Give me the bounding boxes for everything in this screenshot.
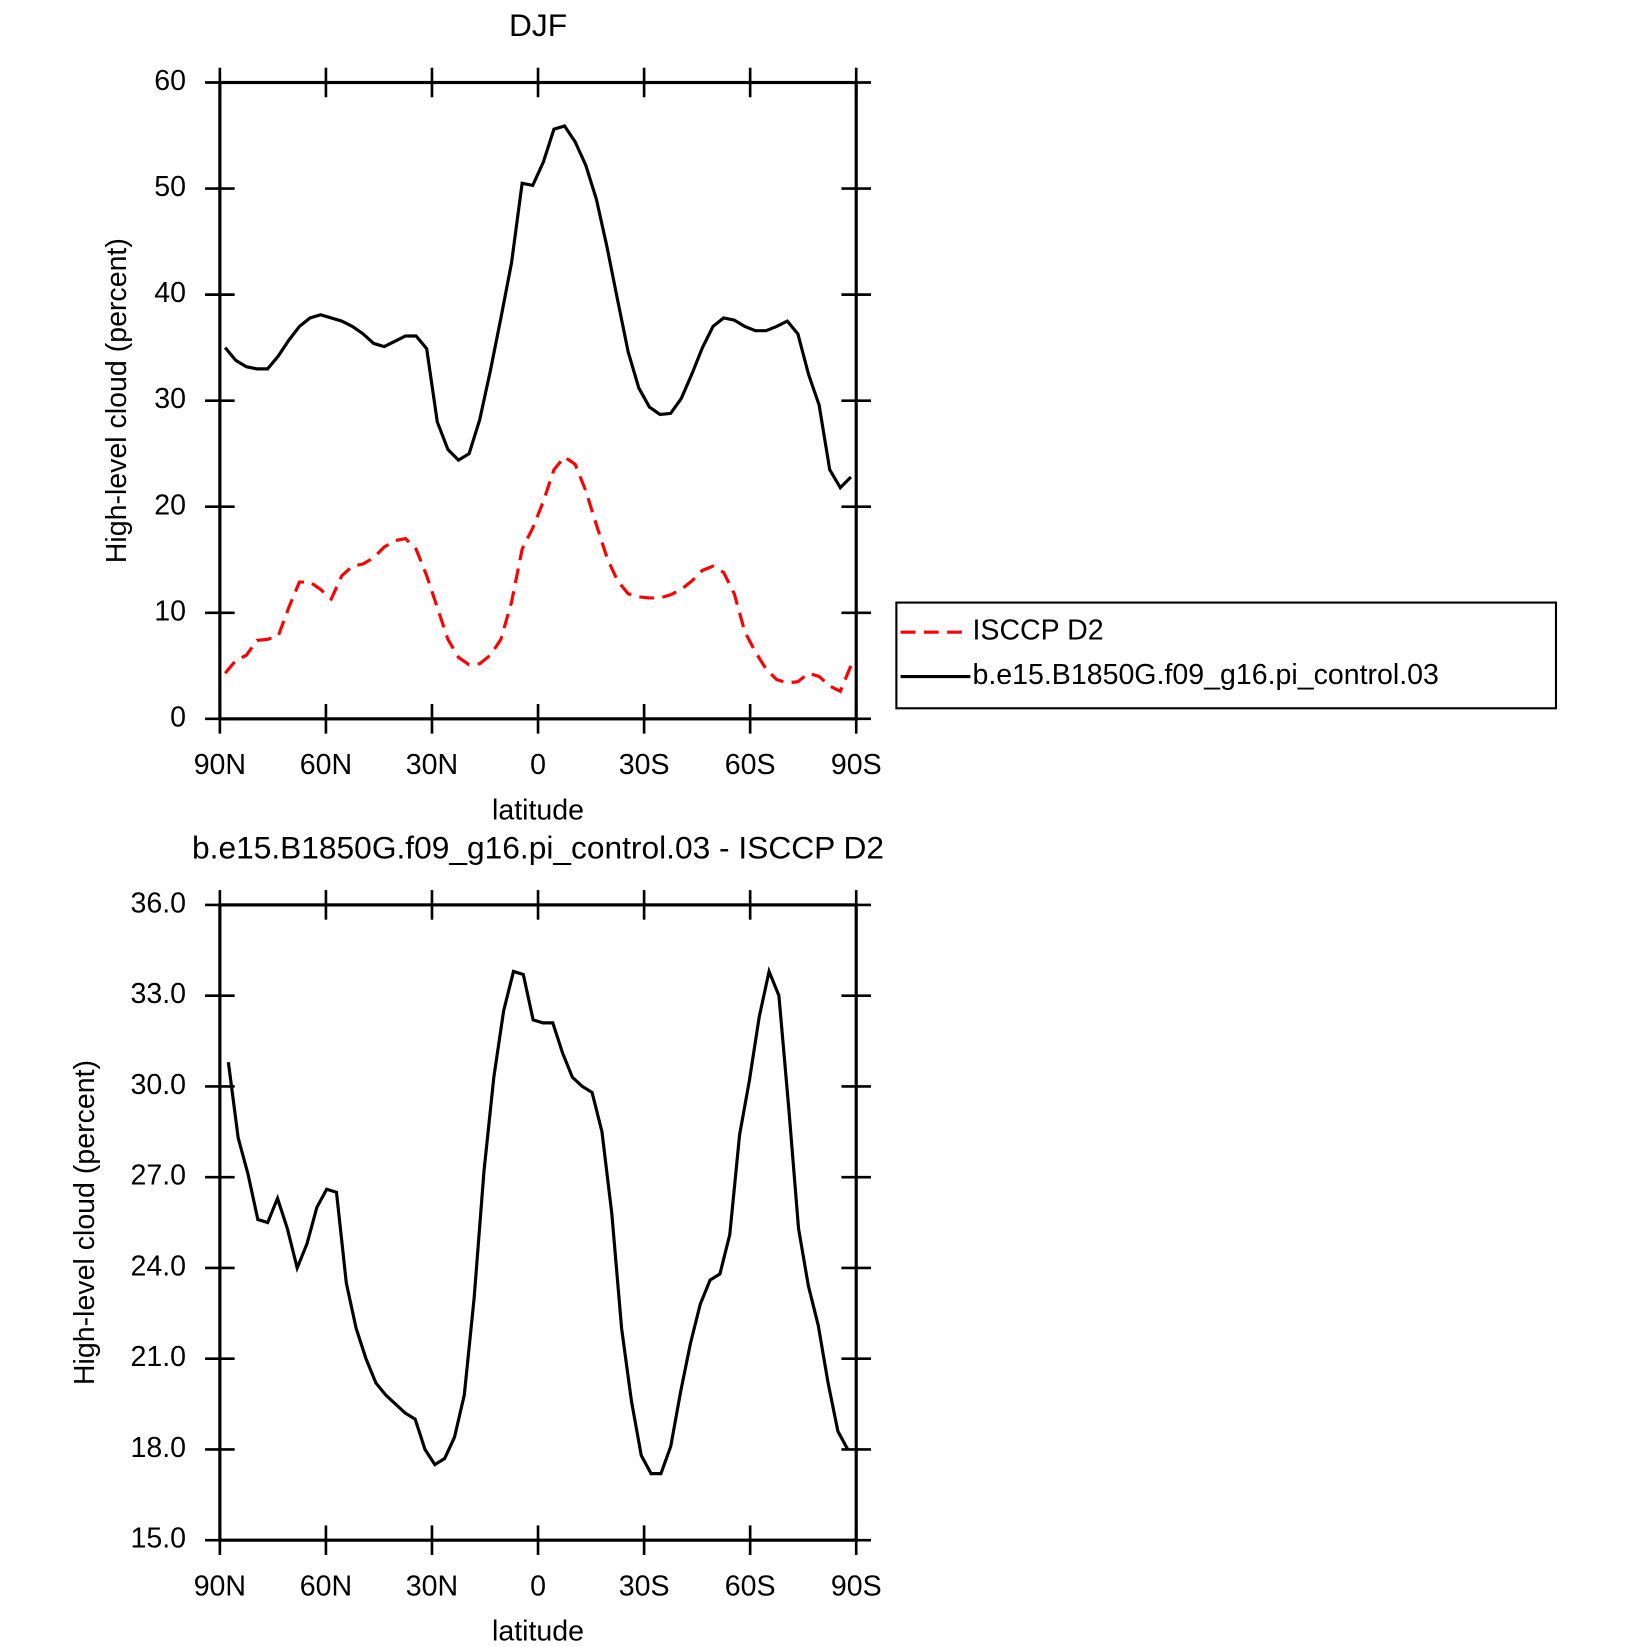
y-tick-label: 21.0 <box>131 1341 187 1373</box>
y-tick-label: 30 <box>154 383 186 415</box>
y-tick-label: 15.0 <box>131 1523 187 1555</box>
x-tick-label: 0 <box>530 1570 546 1602</box>
y-tick-label: 24.0 <box>131 1250 187 1282</box>
x-tick-label: 60N <box>300 749 352 781</box>
x-tick-label: 30S <box>619 749 670 781</box>
y-tick-label: 20 <box>154 489 186 521</box>
y-tick-label: 40 <box>154 277 186 309</box>
y-tick-label: 33.0 <box>131 978 187 1010</box>
plot-frame <box>218 903 858 1542</box>
data-line <box>226 966 850 1476</box>
x-tick-label: 60S <box>725 749 776 781</box>
y-tick-label: 10 <box>154 595 186 627</box>
data-line <box>223 454 853 694</box>
legend-box <box>895 601 1558 710</box>
x-axis-label: latitude <box>492 1616 584 1647</box>
y-tick-label: 36.0 <box>131 887 187 919</box>
x-tick-label: 30N <box>406 749 458 781</box>
x-tick-label: 60N <box>300 1570 352 1602</box>
legend-label: b.e15.B1850G.f09_g16.pi_control.03 <box>972 659 1438 691</box>
chart-title: DJF <box>509 7 567 43</box>
y-tick-label: 30.0 <box>131 1069 187 1101</box>
y-axis-label: High-level cloud (percent) <box>101 238 133 563</box>
y-tick-label: 60 <box>154 65 186 97</box>
x-tick-label: 60S <box>725 1570 776 1602</box>
plot-frame <box>218 80 858 721</box>
data-line <box>223 124 853 491</box>
x-tick-label: 90S <box>831 1570 882 1602</box>
y-tick-label: 27.0 <box>131 1160 187 1192</box>
x-tick-label: 0 <box>530 749 546 781</box>
x-tick-label: 30S <box>619 1570 670 1602</box>
y-tick-label: 0 <box>170 701 186 733</box>
x-axis-label: latitude <box>492 794 584 826</box>
x-tick-label: 90N <box>194 749 246 781</box>
x-tick-label: 30N <box>406 1570 458 1602</box>
y-tick-label: 18.0 <box>131 1432 187 1464</box>
x-tick-label: 90S <box>831 749 882 781</box>
x-tick-label: 90N <box>194 1570 246 1602</box>
y-tick-label: 50 <box>154 171 186 203</box>
chart-title: b.e15.B1850G.f09_g16.pi_control.03 - ISC… <box>192 829 884 865</box>
y-axis-label: High-level cloud (percent) <box>69 1060 101 1385</box>
legend-label: ISCCP D2 <box>972 615 1103 647</box>
